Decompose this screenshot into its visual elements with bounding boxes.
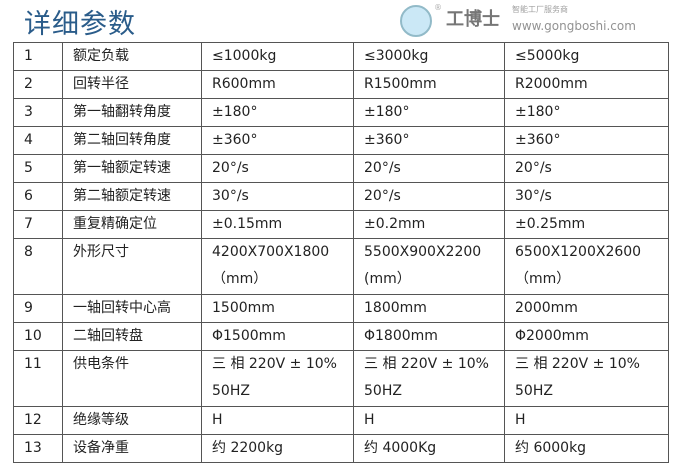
table-row: 13 设备净重约 2200kg 约 4000Kg 约 6000kg xyxy=(13,434,669,463)
table-row: 4 第二轴回转角度 ±360° ±360° ±360° xyxy=(13,126,669,155)
row-number: 7 xyxy=(13,210,63,239)
spec-small: H xyxy=(201,406,354,435)
table-row: 1 额定负载 ≤1000kg ≤3000kg ≤5000kg xyxy=(13,42,669,71)
spec-small: 约 2200kg xyxy=(201,434,354,463)
param-name: 设备净重 xyxy=(62,434,202,463)
spec-small: 4200X700X1800 （mm） xyxy=(201,238,354,295)
spec-small: ±360° xyxy=(201,126,354,155)
spec-medium: R1500mm xyxy=(353,70,505,99)
mascot-icon xyxy=(400,5,432,37)
spec-medium: 约 4000Kg xyxy=(353,434,505,463)
row-number: 10 xyxy=(13,322,63,351)
spec-small: ±0.15mm xyxy=(201,210,354,239)
spec-small: ±180° xyxy=(201,98,354,127)
row-number: 2 xyxy=(13,70,63,99)
spec-table: 1 额定负载 ≤1000kg ≤3000kg ≤5000kg 2 回转半径 R600mm R15… xyxy=(13,42,669,463)
spec-large: R2000mm xyxy=(504,70,669,99)
param-name: 第二轴额定转速 xyxy=(62,182,202,211)
table-row: 5 第一轴额定转速 20°/s 20°/s 20°/s xyxy=(13,154,669,183)
table-row: 7 重复精确定位 ±0.15mm ±0.2mm ±0.25mm xyxy=(13,210,669,239)
table-row: 6 第二轴额定转速 30°/s 20°/s 30°/s xyxy=(13,182,669,211)
spec-medium: H xyxy=(353,406,505,435)
watermark-slogan: 智能工厂服务商 xyxy=(512,5,568,14)
row-number: 6 xyxy=(13,182,63,211)
param-name: 一轴回转中心高 xyxy=(62,294,202,323)
row-number: 9 xyxy=(13,294,63,323)
param-name: 回转半径 xyxy=(62,70,202,99)
page-title: 详细参数 xyxy=(24,9,136,40)
watermark-brand: 工博士 xyxy=(446,9,500,30)
table-row: 2 回转半径 R600mm R1500mm R2000mm xyxy=(13,70,669,99)
row-number: 5 xyxy=(13,154,63,183)
spec-small: 三 相 220V ± 10% 50HZ xyxy=(201,350,354,407)
spec-small: 20°/s xyxy=(201,154,354,183)
spec-large: 6500X1200X2600 （mm） xyxy=(504,238,669,295)
param-name: 二轴回转盘 xyxy=(62,322,202,351)
registered-mark: ® xyxy=(434,3,442,12)
spec-large: 20°/s xyxy=(504,154,669,183)
row-number: 12 xyxy=(13,406,63,435)
table-row: 11 供电条件三 相 220V ± 10% 50HZ 三 相 220V ± 10% … xyxy=(13,350,669,407)
table-row: 8 外形尺寸 4200X700X1800 （mm） 5500X900X2200 (mm… xyxy=(13,238,669,295)
param-name: 第一轴额定转速 xyxy=(62,154,202,183)
spec-large: ±0.25mm xyxy=(504,210,669,239)
watermark-logo: ® 工博士 智能工厂服务商 www.gongboshi.com xyxy=(400,3,670,39)
spec-medium: 20°/s xyxy=(353,154,505,183)
param-name: 额定负载 xyxy=(62,42,202,71)
spec-medium: 5500X900X2200 (mm） xyxy=(353,238,505,295)
param-name: 外形尺寸 xyxy=(62,238,202,295)
table-row: 10 二轴回转盘 Φ1500mm Φ1800mm Φ2000mm xyxy=(13,322,669,351)
spec-large: ±360° xyxy=(504,126,669,155)
spec-small: 30°/s xyxy=(201,182,354,211)
spec-medium: 三 相 220V ± 10% 50HZ xyxy=(353,350,505,407)
row-number: 13 xyxy=(13,434,63,463)
row-number: 8 xyxy=(13,238,63,295)
spec-large: 约 6000kg xyxy=(504,434,669,463)
watermark-url: www.gongboshi.com xyxy=(512,19,636,33)
spec-large: 2000mm xyxy=(504,294,669,323)
spec-medium: ±180° xyxy=(353,98,505,127)
spec-small: Φ1500mm xyxy=(201,322,354,351)
param-name: 第一轴翻转角度 xyxy=(62,98,202,127)
param-name: 绝缘等级 xyxy=(62,406,202,435)
spec-medium: 20°/s xyxy=(353,182,505,211)
spec-large: 30°/s xyxy=(504,182,669,211)
spec-medium: Φ1800mm xyxy=(353,322,505,351)
param-name: 重复精确定位 xyxy=(62,210,202,239)
spec-small: R600mm xyxy=(201,70,354,99)
spec-medium: ≤3000kg xyxy=(353,42,505,71)
spec-large: Φ2000mm xyxy=(504,322,669,351)
spec-large: H xyxy=(504,406,669,435)
row-number: 3 xyxy=(13,98,63,127)
table-row: 12 绝缘等级 H H H xyxy=(13,406,669,435)
row-number: 4 xyxy=(13,126,63,155)
row-number: 1 xyxy=(13,42,63,71)
table-row: 3 第一轴翻转角度 ±180° ±180° ±180° xyxy=(13,98,669,127)
spec-large: ±180° xyxy=(504,98,669,127)
spec-medium: ±0.2mm xyxy=(353,210,505,239)
param-name: 供电条件 xyxy=(62,350,202,407)
table-row: 9 一轴回转中心高 1500mm 1800mm 2000mm xyxy=(13,294,669,323)
spec-large: 三 相 220V ± 10% 50HZ xyxy=(504,350,669,407)
spec-small: 1500mm xyxy=(201,294,354,323)
spec-medium: 1800mm xyxy=(353,294,505,323)
row-number: 11 xyxy=(13,350,63,407)
spec-small: ≤1000kg xyxy=(201,42,354,71)
param-name: 第二轴回转角度 xyxy=(62,126,202,155)
spec-medium: ±360° xyxy=(353,126,505,155)
spec-large: ≤5000kg xyxy=(504,42,669,71)
